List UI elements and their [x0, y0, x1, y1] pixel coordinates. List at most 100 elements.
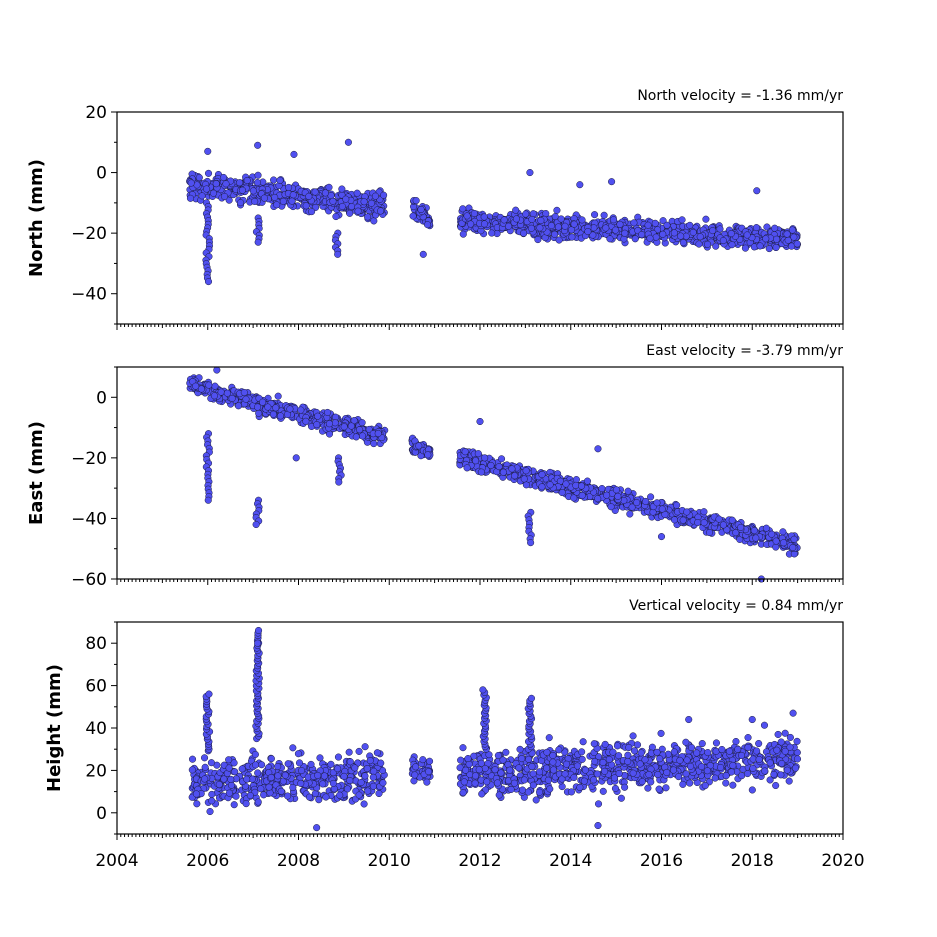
- data-point: [340, 423, 348, 431]
- data-point: [534, 236, 542, 244]
- data-point: [274, 763, 282, 771]
- data-point: [254, 403, 262, 411]
- data-point: [536, 224, 544, 232]
- data-point: [536, 788, 544, 796]
- data-point: [369, 782, 377, 790]
- data-point: [497, 769, 505, 777]
- data-point: [682, 738, 690, 746]
- data-point: [673, 501, 681, 509]
- data-point: [462, 766, 470, 774]
- x-tick-label: 2010: [368, 851, 411, 871]
- data-point: [213, 366, 221, 374]
- data-point: [269, 410, 277, 418]
- data-point: [236, 199, 245, 207]
- data-point: [500, 216, 508, 224]
- data-point: [305, 793, 314, 801]
- data-point: [544, 776, 552, 784]
- data-point: [553, 206, 561, 214]
- data-point: [709, 227, 717, 235]
- data-point: [497, 455, 506, 463]
- data-point: [314, 412, 322, 420]
- data-point: [360, 198, 368, 206]
- data-point: [311, 188, 319, 196]
- data-point: [520, 776, 528, 784]
- data-point: [211, 382, 219, 390]
- data-point: [591, 757, 599, 766]
- data-point: [659, 230, 667, 238]
- data-point: [750, 243, 758, 251]
- data-point: [238, 765, 246, 773]
- data-point: [629, 732, 637, 740]
- y-tick-label: 0: [96, 164, 107, 184]
- data-point: [677, 232, 685, 240]
- data-point: [257, 785, 265, 793]
- data-point: [644, 221, 652, 229]
- data-point: [683, 756, 691, 764]
- data-point: [360, 800, 368, 808]
- data-point: [529, 770, 537, 778]
- data-point: [591, 211, 599, 219]
- data-point: [538, 483, 546, 491]
- y-axis-label: East (mm): [26, 421, 47, 525]
- velocity-annotation: Vertical velocity = 0.84 mm/yr: [629, 598, 843, 614]
- data-point: [727, 768, 735, 776]
- data-point: [624, 757, 632, 766]
- data-point: [783, 230, 791, 238]
- data-point: [652, 233, 660, 241]
- data-point: [750, 527, 758, 535]
- data-point: [789, 544, 797, 552]
- data-point: [329, 779, 337, 787]
- y-tick-label: 60: [85, 677, 107, 697]
- data-point: [334, 250, 342, 258]
- data-point: [654, 771, 662, 779]
- data-point: [773, 235, 781, 243]
- data-point: [460, 778, 468, 786]
- data-point: [679, 780, 687, 788]
- data-point: [307, 760, 315, 768]
- data-point: [778, 759, 786, 768]
- data-point: [512, 215, 520, 223]
- data-point: [590, 776, 598, 784]
- x-tick-label: 2020: [821, 851, 864, 871]
- data-point: [698, 763, 706, 771]
- data-point: [678, 216, 686, 224]
- data-point: [630, 747, 639, 755]
- data-point: [363, 765, 371, 773]
- data-point: [204, 147, 212, 155]
- data-point: [487, 461, 495, 469]
- data-point: [267, 773, 275, 782]
- data-point: [358, 419, 366, 427]
- data-point: [205, 381, 213, 389]
- data-point: [613, 742, 622, 750]
- data-point: [320, 772, 329, 780]
- data-point: [704, 749, 712, 757]
- data-point: [607, 503, 615, 511]
- data-point: [285, 183, 293, 191]
- data-point: [480, 213, 488, 221]
- data-point: [364, 787, 372, 795]
- data-point: [512, 206, 520, 214]
- data-point: [425, 768, 433, 776]
- data-point: [338, 202, 346, 211]
- data-point: [578, 482, 586, 490]
- data-point: [373, 749, 381, 757]
- data-point: [549, 751, 557, 760]
- data-point: [284, 792, 292, 800]
- data-point: [789, 709, 797, 717]
- data-point: [375, 789, 383, 798]
- data-point: [615, 752, 623, 760]
- data-point: [768, 530, 776, 538]
- data-point: [687, 744, 696, 752]
- data-point: [477, 468, 485, 476]
- data-point: [543, 764, 551, 772]
- data-point: [187, 179, 195, 187]
- data-point: [313, 824, 321, 832]
- data-point: [557, 215, 565, 223]
- y-tick-label: −20: [71, 224, 107, 244]
- data-point: [749, 755, 757, 763]
- data-point: [223, 389, 231, 397]
- data-point: [656, 755, 664, 763]
- data-point: [461, 448, 469, 456]
- data-point: [765, 245, 773, 253]
- data-point: [488, 229, 496, 237]
